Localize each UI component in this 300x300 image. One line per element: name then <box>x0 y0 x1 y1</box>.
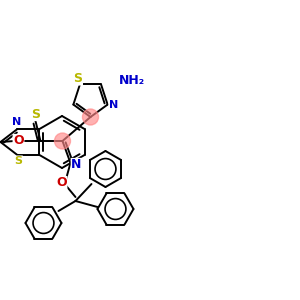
Circle shape <box>82 109 98 125</box>
Text: O: O <box>13 134 24 148</box>
Text: S: S <box>31 107 40 121</box>
Text: N: N <box>109 100 118 110</box>
Text: S: S <box>74 72 82 85</box>
Text: N: N <box>12 117 21 127</box>
Text: O: O <box>56 176 67 190</box>
Text: N: N <box>71 158 82 172</box>
Circle shape <box>55 133 70 149</box>
Text: NH₂: NH₂ <box>119 74 145 87</box>
Text: S: S <box>14 156 22 166</box>
